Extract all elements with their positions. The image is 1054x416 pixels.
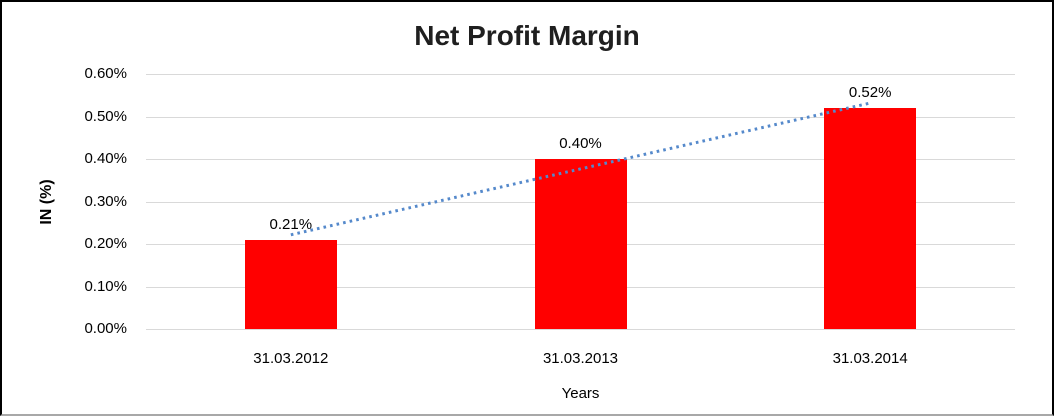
x-axis-title: Years <box>561 385 600 402</box>
y-tick-label: 0.50% <box>84 107 127 125</box>
x-tick-label: 31.03.2012 <box>253 350 329 367</box>
bar-data-label: 0.21% <box>269 215 313 233</box>
bar-31.03.2014 <box>824 108 917 329</box>
y-tick-label: 0.40% <box>84 150 127 167</box>
trendline <box>290 101 871 237</box>
y-tick-label: 0.60% <box>84 65 127 82</box>
bar-31.03.2013 <box>534 159 627 329</box>
bar-data-label: 0.40% <box>559 135 602 152</box>
chart-title: Net Profit Margin <box>414 20 640 51</box>
y-tick-label: 0.10% <box>84 277 127 295</box>
x-tick-label: 31.03.2014 <box>832 350 908 367</box>
x-tick-label: 31.03.2013 <box>542 350 619 367</box>
y-tick-label: 0.00% <box>84 320 127 337</box>
bar-31.03.2012 <box>244 239 337 329</box>
plot-area: 0.21% 0.40% 0.52% <box>146 74 1015 330</box>
bar-data-label: 0.52% <box>848 84 892 101</box>
y-tick-label: 0.20% <box>84 235 127 252</box>
gridline <box>146 116 1015 118</box>
y-tick-label: 0.30% <box>84 192 127 210</box>
gridline <box>146 74 1015 75</box>
gridline <box>146 329 1015 330</box>
